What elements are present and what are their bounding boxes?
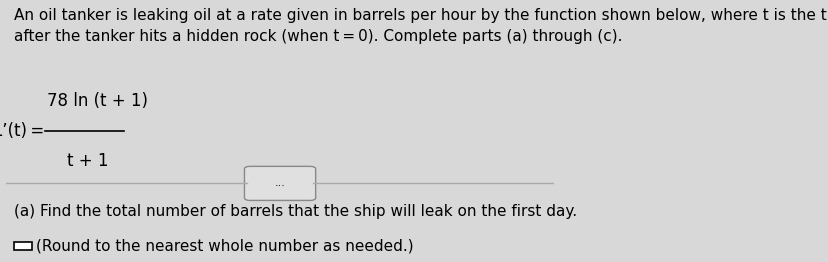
Text: (Round to the nearest whole number as needed.): (Round to the nearest whole number as ne… [36, 239, 413, 254]
Text: An oil tanker is leaking oil at a rate given in barrels per hour by the function: An oil tanker is leaking oil at a rate g… [14, 8, 828, 44]
Text: ...: ... [274, 178, 285, 188]
FancyBboxPatch shape [244, 166, 315, 200]
Text: L’(t) =: L’(t) = [0, 122, 45, 140]
Text: 78 ln (t + 1): 78 ln (t + 1) [47, 92, 148, 110]
Text: (a) Find the total number of barrels that the ship will leak on the first day.: (a) Find the total number of barrels tha… [14, 204, 577, 219]
Text: t + 1: t + 1 [66, 152, 108, 170]
FancyBboxPatch shape [14, 242, 32, 250]
